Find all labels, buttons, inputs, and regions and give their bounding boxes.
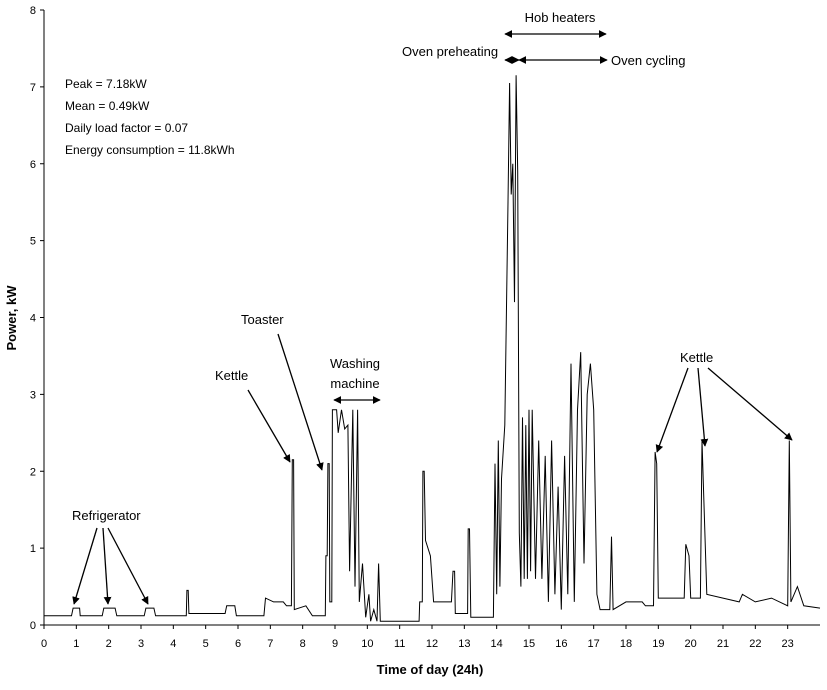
x-tick-label: 13 — [458, 638, 470, 650]
x-axis-title: Time of day (24h) — [377, 662, 484, 677]
x-tick-label: 22 — [749, 638, 761, 650]
annotation-oven-preheating: Oven preheating — [402, 44, 498, 59]
x-tick-label: 8 — [300, 638, 306, 650]
y-tick-label: 0 — [30, 620, 36, 632]
x-tick-label: 23 — [782, 638, 794, 650]
x-tick-label: 4 — [170, 638, 176, 650]
x-tick-label: 20 — [685, 638, 697, 650]
y-tick-group: 0 1 2 3 4 5 6 7 8 — [30, 5, 44, 632]
arrow-kettle-morning — [247, 389, 291, 463]
arrow-kettle-evening-2 — [697, 367, 709, 447]
arrow-kettle-evening-1 — [655, 367, 689, 453]
y-tick-label: 6 — [30, 159, 36, 171]
y-tick-label: 5 — [30, 236, 36, 248]
x-tick-label: 10 — [361, 638, 373, 650]
arrow-refrigerator-1 — [72, 527, 98, 605]
arrow-toaster — [277, 333, 324, 471]
annotations: Refrigerator Kettle Toaster Washing mach… — [72, 10, 793, 605]
annotation-washing-machine-line2: machine — [330, 376, 379, 391]
x-tick-label: 2 — [106, 638, 112, 650]
y-tick-label: 4 — [30, 313, 36, 325]
power-series-line — [44, 75, 821, 622]
annotation-oven-cycling: Oven cycling — [611, 53, 685, 68]
x-tick-label: 9 — [332, 638, 338, 650]
y-tick-label: 7 — [30, 82, 36, 94]
x-tick-label: 7 — [267, 638, 273, 650]
annotation-washing-machine-line1: Washing — [330, 356, 380, 371]
x-tick-label: 21 — [717, 638, 729, 650]
arrow-refrigerator-3 — [107, 527, 149, 605]
annotation-kettle-morning: Kettle — [215, 368, 248, 383]
stat-energy: Energy consumption = 11.8kWh — [65, 143, 235, 157]
x-tick-label: 1 — [73, 638, 79, 650]
y-tick-label: 2 — [30, 466, 36, 478]
annotation-kettle-evening: Kettle — [680, 350, 713, 365]
x-tick-label: 14 — [491, 638, 503, 650]
x-tick-label: 6 — [235, 638, 241, 650]
x-tick-group: 0 1 2 3 4 5 6 7 8 9 10 11 12 13 14 15 16 17 18 19 20 21 22 23 — [41, 625, 794, 650]
y-tick-label: 1 — [30, 543, 36, 555]
arrow-refrigerator-2 — [102, 527, 112, 605]
x-tick-label: 0 — [41, 638, 47, 650]
stat-load-factor: Daily load factor = 0.07 — [65, 121, 188, 135]
x-tick-label: 17 — [588, 638, 600, 650]
x-tick-label: 18 — [620, 638, 632, 650]
x-tick-label: 11 — [394, 638, 405, 650]
x-tick-label: 19 — [652, 638, 664, 650]
x-tick-label: 16 — [555, 638, 567, 650]
y-tick-label: 8 — [30, 5, 36, 17]
x-tick-label: 12 — [426, 638, 438, 650]
x-tick-label: 3 — [138, 638, 144, 650]
stat-peak: Peak = 7.18kW — [65, 77, 147, 91]
arrow-kettle-evening-3 — [707, 367, 793, 441]
annotation-refrigerator: Refrigerator — [72, 508, 141, 523]
x-tick-label: 15 — [523, 638, 535, 650]
y-tick-label: 3 — [30, 389, 36, 401]
annotation-hob-heaters: Hob heaters — [525, 10, 596, 25]
stat-mean: Mean = 0.49kW — [65, 99, 150, 113]
x-tick-label: 5 — [203, 638, 209, 650]
y-axis-title: Power, kW — [4, 285, 19, 351]
annotation-toaster: Toaster — [241, 312, 284, 327]
